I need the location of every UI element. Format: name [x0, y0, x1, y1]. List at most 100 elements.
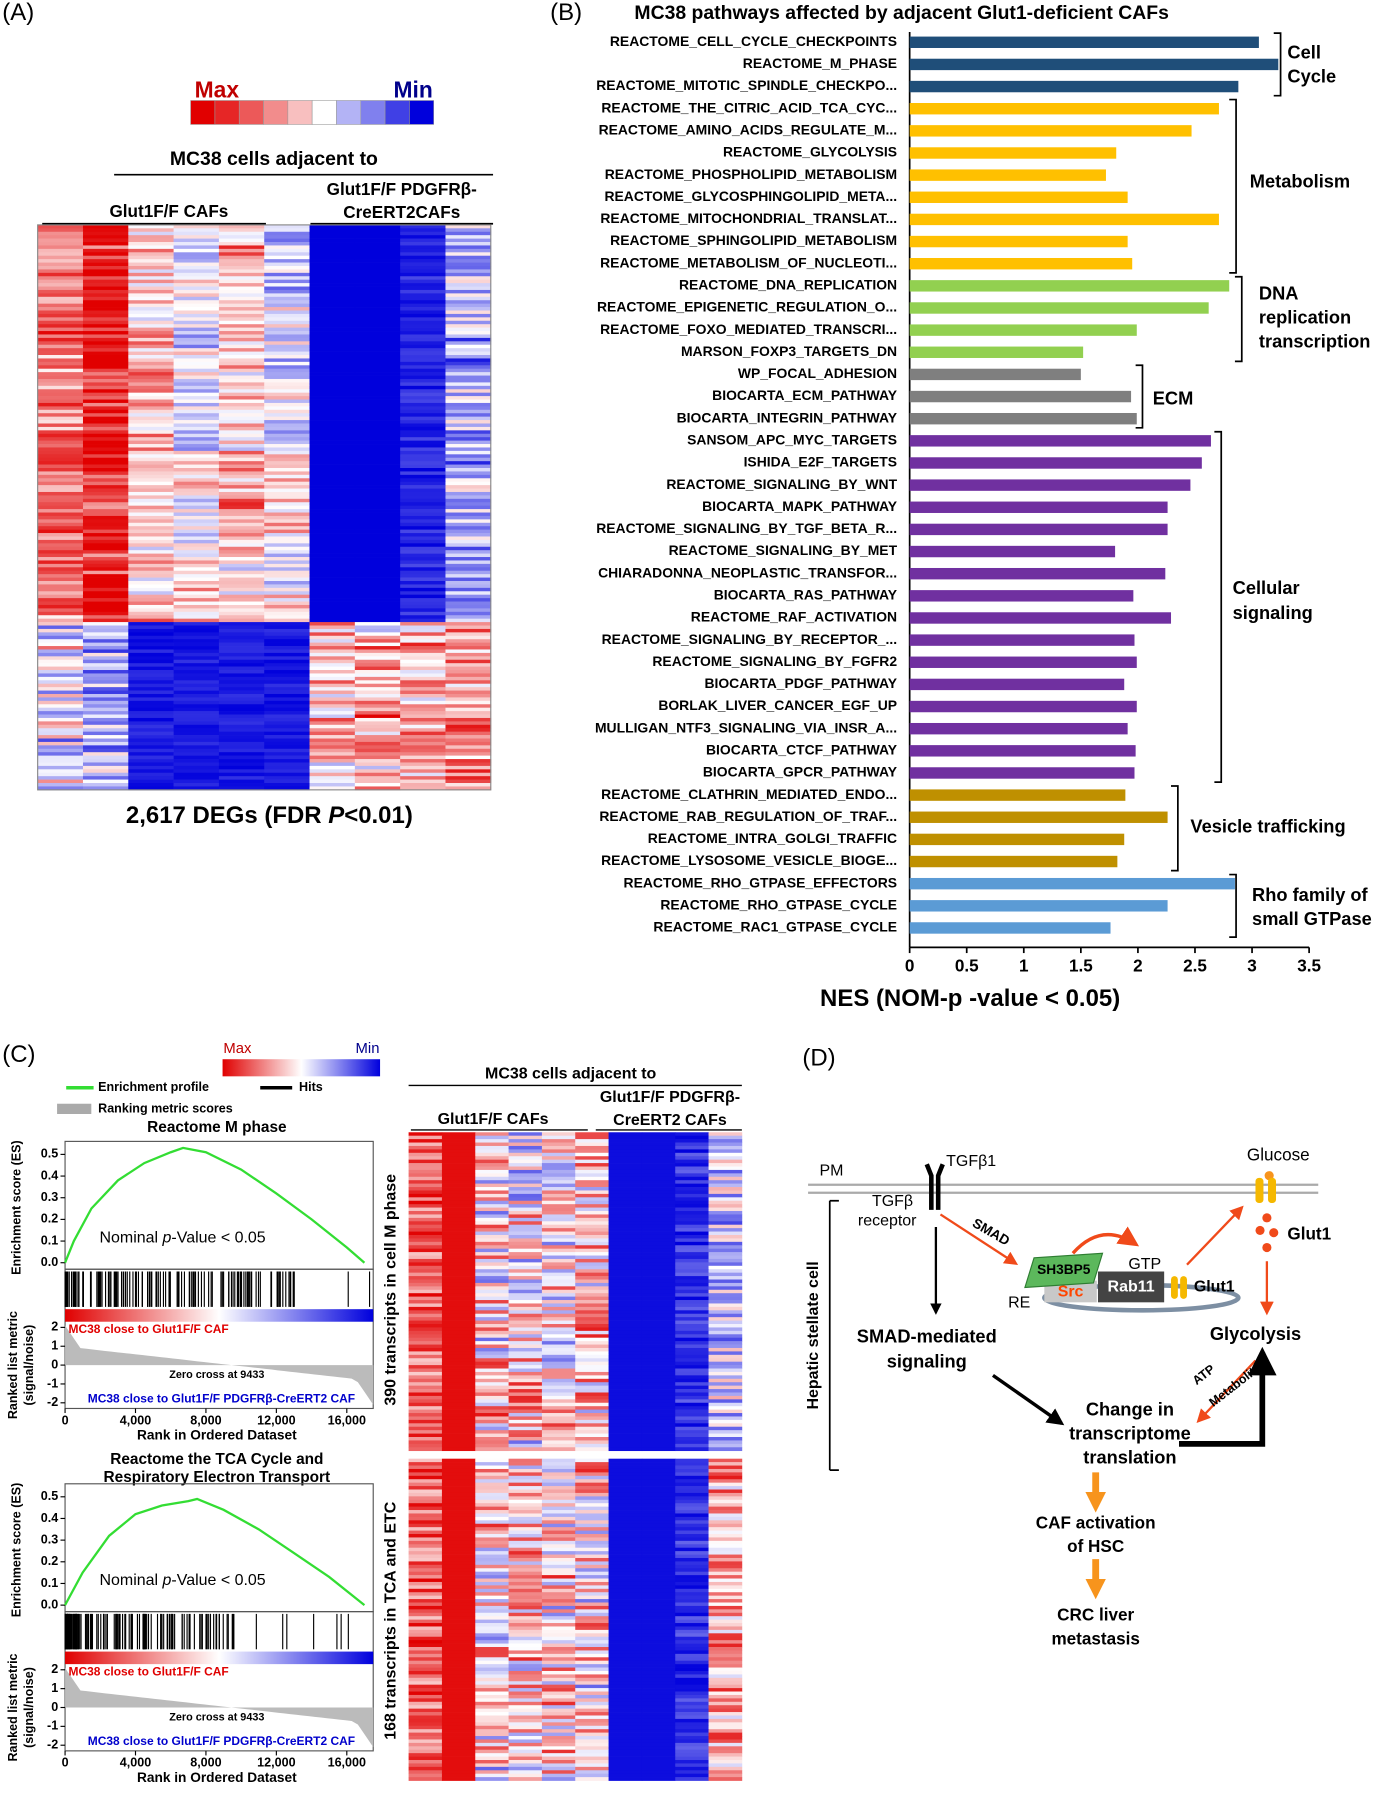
heatmap-cell [82, 635, 129, 640]
heatmap-cell [708, 1561, 743, 1566]
heatmap-cell [218, 324, 265, 328]
heatmap-cell [445, 259, 492, 263]
heatmap-cell [508, 1241, 543, 1246]
heatmap-cell [37, 783, 84, 787]
heatmap-cell [309, 378, 356, 383]
heatmap-cell [608, 1245, 643, 1250]
heatmap-cell [441, 1337, 476, 1342]
heatmap-cell [218, 591, 265, 596]
heatmap-cell [408, 1701, 443, 1706]
heatmap-cell [441, 1616, 476, 1620]
heatmap-cell [575, 1664, 609, 1668]
heatmap-cell [441, 1705, 476, 1709]
heatmap-cell [541, 1351, 576, 1356]
heatmap-cell [218, 389, 265, 394]
heatmap-cell [475, 1585, 509, 1590]
heatmap-cell [508, 1664, 543, 1668]
heatmap-cell [675, 1520, 709, 1525]
heatmap-cell [541, 1252, 576, 1256]
cell-bracket [828, 1199, 839, 1471]
heatmap-cell [708, 1486, 743, 1490]
heatmap-cell [575, 1503, 609, 1507]
heatmap-cell [508, 1358, 543, 1363]
glut1-label: Glut1 [1194, 1279, 1235, 1296]
heatmap-cell [408, 1204, 443, 1208]
heatmap-cell [608, 1344, 643, 1349]
heatmap-cell [408, 1523, 443, 1528]
heatmap-cell [173, 365, 220, 370]
y-tick-label: MULLIGAN_NTF3_SIGNALING_VIA_INSR_A... [595, 719, 897, 735]
heatmap-cell [508, 1602, 543, 1607]
y-tick-label: ISHIDA_E2F_TARGETS [744, 454, 898, 470]
heatmap-cell [173, 687, 220, 691]
heatmap-cell [475, 1729, 509, 1733]
heatmap-cell [37, 252, 84, 257]
arrow [991, 1373, 1065, 1426]
heatmap-cell [708, 1385, 743, 1390]
heatmap-cell [641, 1647, 676, 1651]
heatmap-cell [575, 1269, 609, 1273]
heatmap-cell [264, 704, 310, 709]
heatmap-cell [82, 574, 129, 578]
heatmap-cell [400, 539, 446, 544]
y-tick-label: BIOCARTA_INTEGRIN_PATHWAY [677, 409, 898, 425]
heatmap-cell [354, 505, 401, 510]
heatmap-cell [309, 457, 356, 462]
heatmap-cell [708, 1619, 743, 1624]
heatmap-cell [408, 1513, 443, 1518]
heatmap-cell [173, 372, 220, 376]
heatmap-cell [218, 341, 265, 346]
heatmap-cell [575, 1475, 609, 1480]
heatmap-cell [37, 468, 84, 472]
heatmap-cell [641, 1347, 676, 1352]
heatmap-cell [173, 255, 220, 260]
heatmap-cell [309, 242, 356, 246]
heatmap-cell [575, 1183, 609, 1188]
heatmap-cell [37, 752, 84, 756]
heatmap-cell [128, 348, 174, 352]
heatmap-cell [400, 769, 446, 774]
legend-min: Min [356, 1041, 380, 1057]
heatmap-cell [264, 639, 310, 643]
heatmap-cell [475, 1282, 509, 1287]
heatmap-cell [475, 1351, 509, 1356]
heatmap-cell [128, 625, 174, 630]
heatmap-cell [354, 680, 401, 685]
heatmap-cell [475, 1763, 509, 1768]
heatmap-cell [264, 471, 310, 476]
heatmap-cell [400, 509, 446, 513]
heatmap-cell [508, 1204, 543, 1208]
heatmap-cell [675, 1402, 709, 1407]
heatmap-cell [408, 1382, 443, 1386]
arrow [939, 1213, 1019, 1266]
heatmap-cell [475, 1255, 509, 1260]
heatmap-cell [37, 416, 84, 421]
heatmap-cell [541, 1327, 576, 1332]
heatmap-cell [641, 1282, 676, 1287]
heatmap-cell [37, 450, 84, 455]
heatmap-cell [475, 1677, 509, 1682]
heatmap-cell [575, 1599, 609, 1603]
heatmap-cell [264, 426, 310, 431]
heatmap-cell [37, 378, 84, 383]
heatmap-cell [218, 433, 265, 438]
heatmap-cell [408, 1674, 443, 1679]
heatmap-cell [354, 755, 401, 760]
heatmap-cell [173, 628, 220, 633]
heatmap-cell [641, 1286, 676, 1291]
heatmap-cell [218, 248, 265, 253]
heatmap-cell [441, 1426, 476, 1431]
heatmap-cell [675, 1708, 709, 1713]
heatmap-cell [173, 426, 220, 431]
heatmap-cell [641, 1252, 676, 1256]
heatmap-cell [675, 1712, 709, 1716]
heatmap-cell [264, 252, 310, 257]
heatmap-cell [675, 1156, 709, 1160]
heatmap-cell [37, 498, 84, 503]
heatmap-cell [541, 1423, 576, 1428]
heatmap-cell [445, 550, 492, 554]
heatmap-cell [475, 1371, 509, 1376]
heatmap-cell [309, 303, 356, 308]
heatmap-cell [408, 1371, 443, 1376]
heatmap-cell [445, 656, 492, 661]
